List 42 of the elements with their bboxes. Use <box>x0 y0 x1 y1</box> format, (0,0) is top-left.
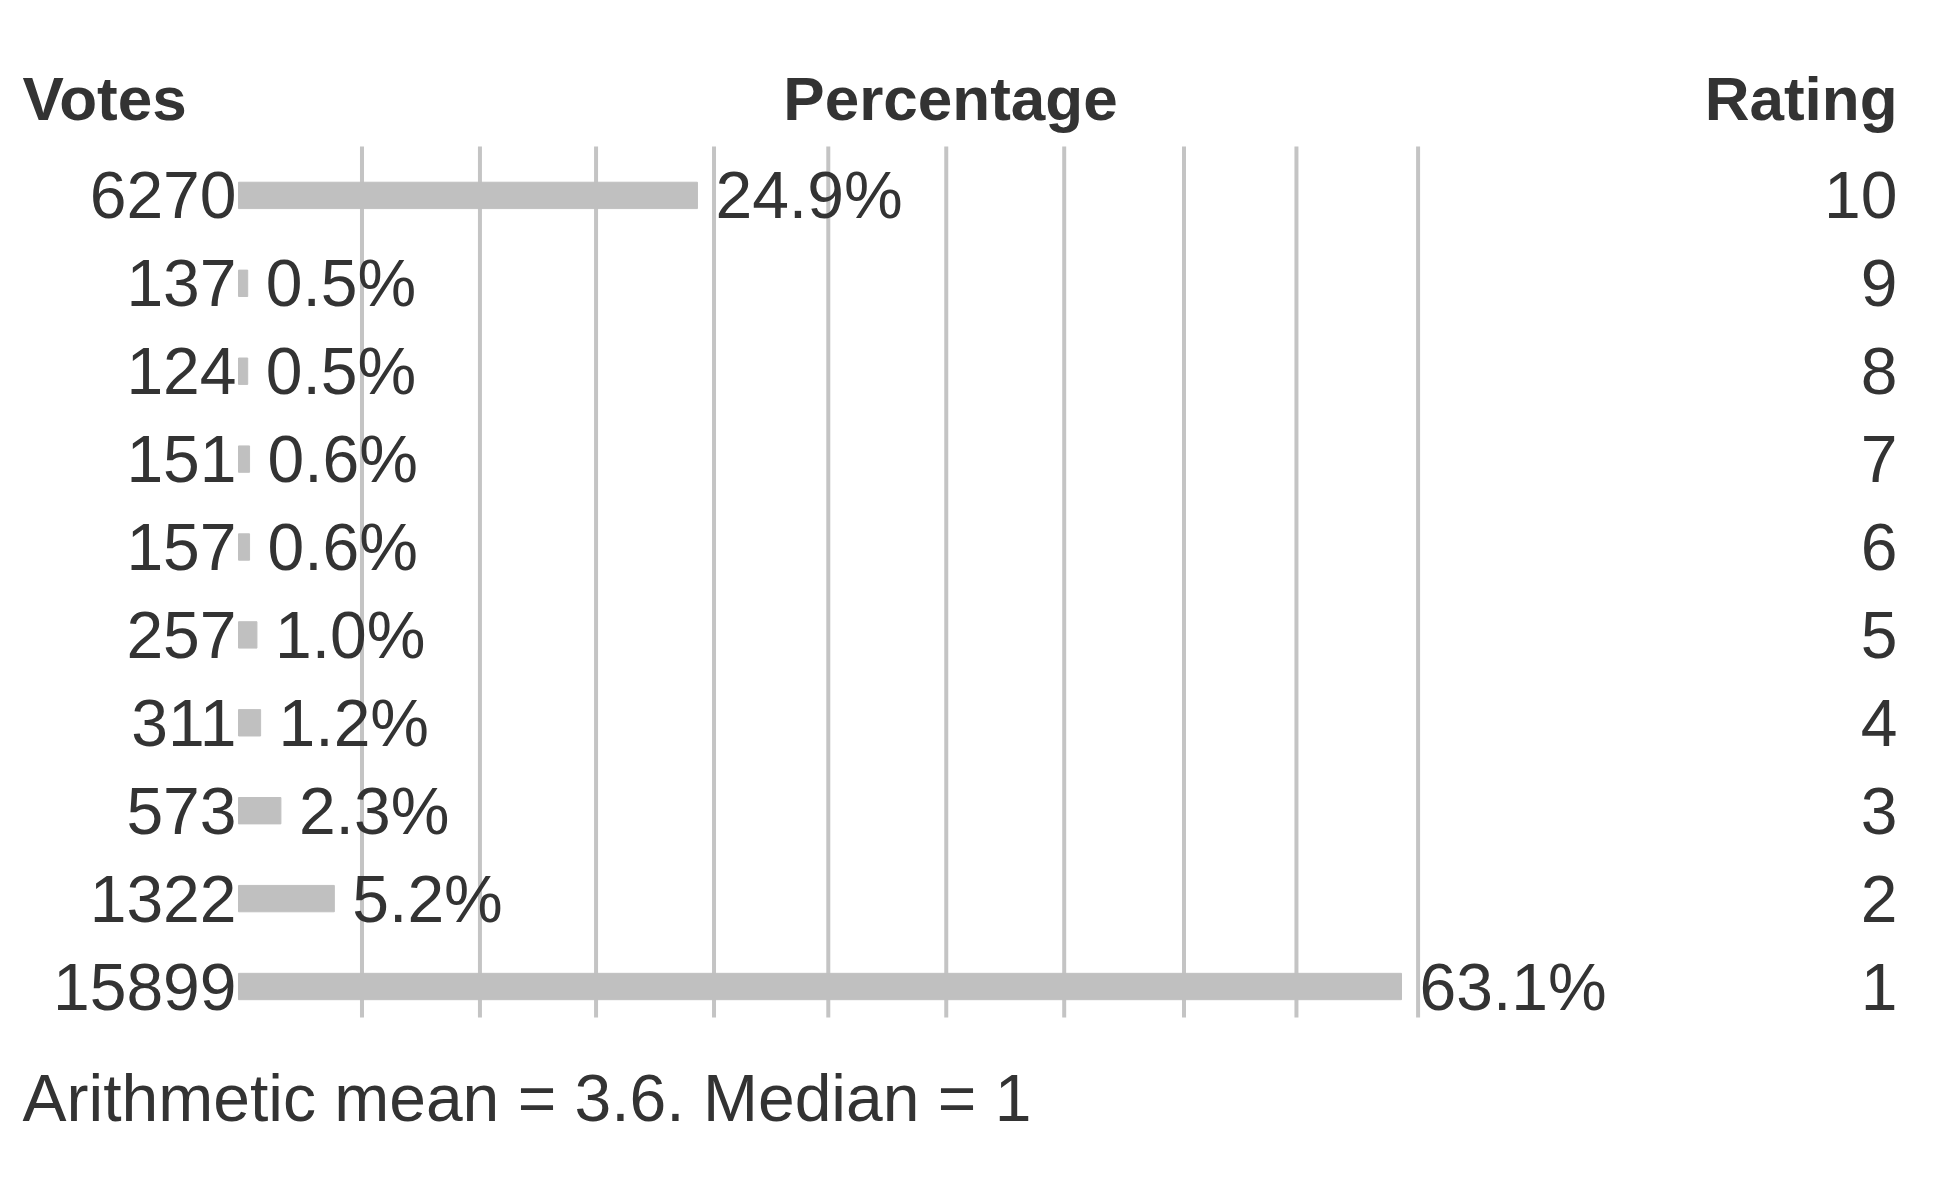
bar <box>238 533 251 561</box>
y-tick-label: 4 <box>1860 685 1898 760</box>
data-label: 1.2% <box>278 685 430 760</box>
text: 1322 <box>89 861 237 936</box>
bar <box>238 269 249 297</box>
text: 257 <box>126 597 237 672</box>
y2-axis-title: Rating <box>1704 63 1898 133</box>
y-tick-label: 6 <box>1860 510 1898 584</box>
y-tick-label: 3 <box>1860 773 1898 848</box>
data-label: 0.6% <box>267 510 418 584</box>
data-label: 24.9% <box>715 158 903 233</box>
text: 137 <box>126 246 237 321</box>
y-tick-label: 1 <box>1860 949 1898 1024</box>
bar <box>238 709 262 737</box>
y-axis-title: Votes <box>22 63 187 133</box>
text: 311 <box>131 685 237 760</box>
text: 6270 <box>89 158 237 233</box>
bar <box>238 621 258 649</box>
y-tick-label: 9 <box>1860 246 1898 321</box>
text: 157 <box>126 510 237 584</box>
data-label: 0.5% <box>265 246 417 321</box>
data-label: 2.3% <box>298 773 450 848</box>
bar <box>238 357 249 385</box>
y-tick-label: 7 <box>1860 422 1898 497</box>
data-label: 0.5% <box>265 334 417 409</box>
y-tick-label: 8 <box>1860 334 1898 409</box>
data-label: 0.6% <box>267 422 418 497</box>
data-label: 63.1% <box>1419 949 1607 1024</box>
chart-title: Percentage <box>783 63 1118 133</box>
text: Arithmetic mean = 3.6. Median = 1 <box>22 1060 1032 1135</box>
bar <box>238 445 251 473</box>
y-tick-label: 10 <box>1824 158 1898 233</box>
text: 124 <box>126 334 237 409</box>
bar <box>238 884 335 913</box>
bar <box>238 797 282 825</box>
text: 573 <box>126 773 237 848</box>
y-tick-label: 2 <box>1860 861 1898 936</box>
text: 15899 <box>52 949 237 1024</box>
y-tick-label: 5 <box>1860 597 1898 672</box>
data-label: 5.2% <box>352 861 503 936</box>
text: 151 <box>126 422 237 497</box>
data-label: 1.0% <box>274 597 426 672</box>
